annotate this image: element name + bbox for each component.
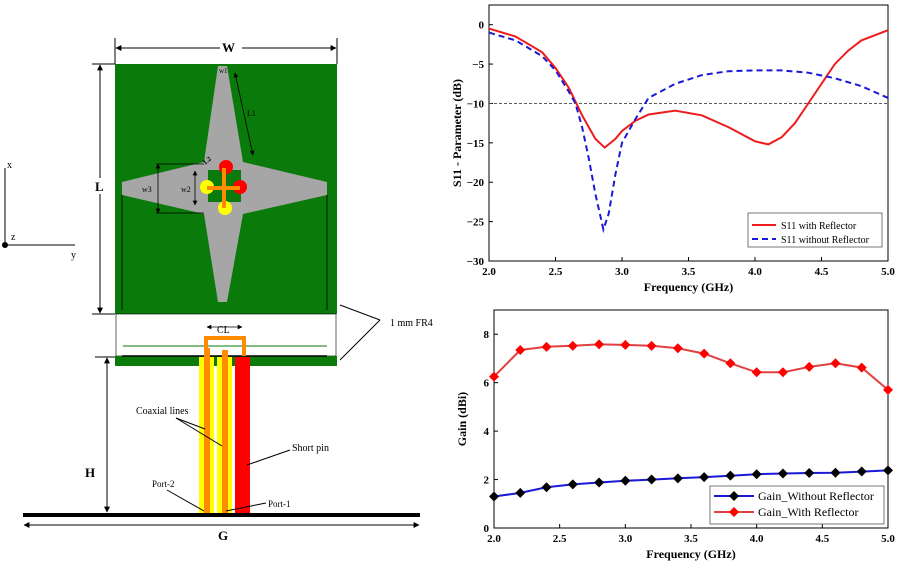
label-port-1: Port-1 <box>268 499 291 509</box>
x-tick-label: 4.0 <box>750 533 764 545</box>
y-tick-label: −30 <box>467 256 485 268</box>
y-tick-label: 4 <box>484 426 490 438</box>
data-point <box>567 340 578 351</box>
label-w3: w3 <box>142 185 152 194</box>
data-point <box>515 487 526 498</box>
label-short-pin: Short pin <box>292 443 329 454</box>
data-point <box>489 371 499 382</box>
label-g: G <box>218 528 228 543</box>
y-axis-title: S11 - Parameter (dB) <box>450 79 464 187</box>
series-line-0 <box>493 469 889 498</box>
x-tick-label: 3.5 <box>682 266 696 278</box>
data-point <box>620 339 631 350</box>
x-tick-label: 3.0 <box>618 533 632 545</box>
x-tick-label: 2.0 <box>487 533 501 545</box>
y-tick-label: −10 <box>467 98 485 110</box>
y-tick-label: −20 <box>467 177 485 189</box>
legend-marker <box>729 491 739 501</box>
label-coaxial-lines: Coaxial lines <box>136 406 189 417</box>
x-tick-label: 4.5 <box>815 266 829 278</box>
legend-label: Gain_With Reflector <box>758 505 858 519</box>
label-l1: L1 <box>247 109 256 118</box>
label-w: W <box>222 40 235 55</box>
axis-z-label: z <box>11 232 16 243</box>
legend-box <box>747 212 883 248</box>
x-axis-title: Frequency (GHz) <box>646 547 735 561</box>
x-tick-label: 4.5 <box>815 533 829 545</box>
y-tick-label: −25 <box>467 217 485 229</box>
label-l2: L2 <box>202 155 214 167</box>
series-line-1 <box>493 343 889 391</box>
data-point <box>672 473 683 484</box>
data-point <box>672 343 683 354</box>
data-point <box>751 367 762 378</box>
data-point <box>804 468 815 479</box>
y-tick-label: 0 <box>479 20 485 32</box>
label-fr4: 1 mm FR4 <box>390 318 433 329</box>
legend-label: S11 without Reflector <box>781 235 870 246</box>
data-point <box>567 479 578 490</box>
axis-y-label: y <box>71 250 76 261</box>
data-point <box>594 477 605 488</box>
data-point <box>699 348 710 359</box>
x-axis-title: Frequency (GHz) <box>644 280 733 294</box>
data-point <box>594 339 605 350</box>
coordinate-axes: x z y <box>2 160 76 261</box>
data-point <box>725 470 736 481</box>
data-point <box>489 491 499 502</box>
legend-label: Gain_Without Reflector <box>758 489 874 503</box>
data-point <box>856 362 867 373</box>
y-tick-label: −5 <box>472 59 484 71</box>
legend-label: S11 with Reflector <box>781 221 857 232</box>
legend-box <box>709 485 885 525</box>
data-point <box>830 358 841 369</box>
series-line-0 <box>488 27 889 149</box>
data-point <box>777 468 788 479</box>
data-point <box>830 467 841 478</box>
data-point <box>515 344 526 355</box>
label-port-2: Port-2 <box>152 479 175 489</box>
data-point <box>804 361 815 372</box>
axis-x-label: x <box>7 160 12 171</box>
data-point <box>883 384 893 395</box>
data-point <box>620 475 631 486</box>
data-point <box>699 472 710 483</box>
y-tick-label: 0 <box>484 523 490 535</box>
x-tick-label: 3.5 <box>684 533 698 545</box>
label-l: L <box>95 179 104 194</box>
x-tick-label: 4.0 <box>748 266 762 278</box>
ground-plane <box>23 513 420 517</box>
x-tick-label: 2.5 <box>549 266 563 278</box>
label-w2: w2 <box>181 185 191 194</box>
short-pin <box>235 357 250 514</box>
y-axis-title: Gain (dBi) <box>455 392 469 446</box>
y-tick-label: −15 <box>467 138 485 150</box>
data-point <box>856 466 867 477</box>
data-point <box>646 340 657 351</box>
x-tick-label: 2.5 <box>553 533 567 545</box>
data-point <box>725 358 736 369</box>
label-w1: w1 <box>219 67 228 75</box>
data-point <box>751 469 762 480</box>
label-cl: CL <box>217 325 230 336</box>
data-point <box>541 341 552 352</box>
data-point <box>646 474 657 485</box>
data-point <box>541 482 552 493</box>
x-tick-label: 2.0 <box>482 266 496 278</box>
data-point <box>883 465 893 476</box>
label-h: H <box>85 465 95 480</box>
x-tick-label: 3.0 <box>615 266 629 278</box>
y-tick-label: 2 <box>484 475 490 487</box>
x-tick-label: 5.0 <box>881 533 895 545</box>
y-tick-label: 6 <box>484 378 490 390</box>
x-tick-label: 5.0 <box>881 266 895 278</box>
data-point <box>777 367 788 378</box>
y-tick-label: 8 <box>484 329 490 341</box>
legend-marker <box>729 507 739 517</box>
